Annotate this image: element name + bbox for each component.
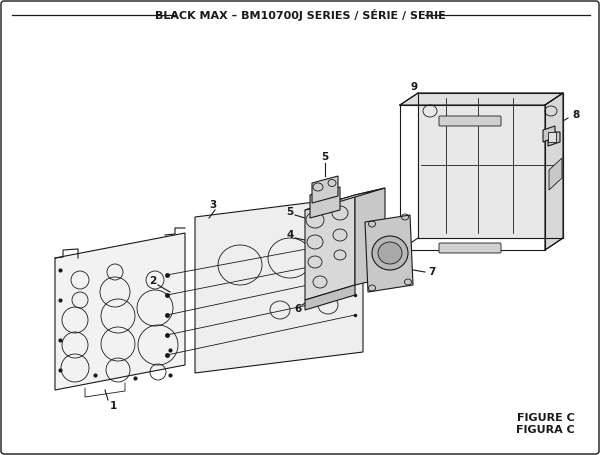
Polygon shape xyxy=(355,188,385,285)
Polygon shape xyxy=(548,132,556,142)
Polygon shape xyxy=(310,187,340,218)
Text: FIGURE C: FIGURE C xyxy=(517,413,575,423)
Text: 3: 3 xyxy=(209,200,217,210)
Polygon shape xyxy=(543,126,560,146)
Polygon shape xyxy=(305,188,385,210)
Text: BLACK MAX – BM10700J SERIES / SÉRIE / SERIE: BLACK MAX – BM10700J SERIES / SÉRIE / SE… xyxy=(155,9,445,21)
Text: 5: 5 xyxy=(286,207,293,217)
Text: 9: 9 xyxy=(410,82,418,92)
Text: 6: 6 xyxy=(295,304,302,314)
Text: 4: 4 xyxy=(286,230,293,240)
FancyBboxPatch shape xyxy=(439,243,501,253)
Text: 2: 2 xyxy=(149,276,157,286)
Polygon shape xyxy=(365,215,413,292)
Text: 7: 7 xyxy=(428,267,436,277)
Polygon shape xyxy=(55,233,185,390)
FancyBboxPatch shape xyxy=(439,116,501,126)
Ellipse shape xyxy=(378,242,402,264)
Polygon shape xyxy=(305,285,355,310)
Polygon shape xyxy=(305,195,355,300)
Polygon shape xyxy=(545,93,563,250)
Text: FIGURA C: FIGURA C xyxy=(516,425,575,435)
Polygon shape xyxy=(400,93,563,105)
Polygon shape xyxy=(418,93,563,238)
Text: 1: 1 xyxy=(110,401,117,411)
Ellipse shape xyxy=(372,236,408,270)
Text: 8: 8 xyxy=(572,110,579,120)
Polygon shape xyxy=(312,176,338,203)
Text: 5: 5 xyxy=(322,152,329,162)
Polygon shape xyxy=(195,196,363,373)
Polygon shape xyxy=(549,158,562,190)
